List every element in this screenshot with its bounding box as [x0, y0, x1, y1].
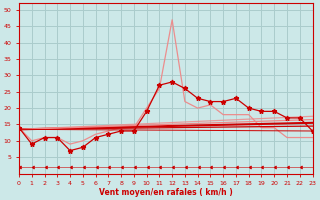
X-axis label: Vent moyen/en rafales ( km/h ): Vent moyen/en rafales ( km/h ) [99, 188, 233, 197]
